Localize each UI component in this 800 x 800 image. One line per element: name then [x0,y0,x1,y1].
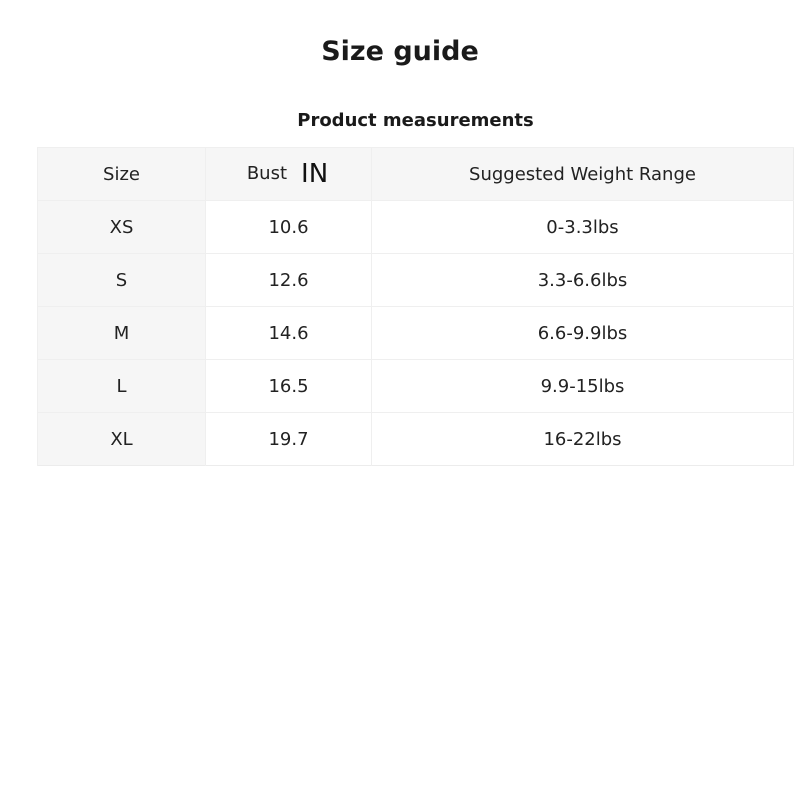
cell-bust: 12.6 [205,253,372,307]
header-bust-label: Bust [246,163,288,184]
table-header-row: Size Bust IN Suggested Weight Range [37,147,794,201]
table-row: M 14.6 6.6-9.9lbs [37,306,794,360]
cell-size: M [37,306,206,360]
cell-bust: 16.5 [205,359,372,413]
cell-size: L [37,359,206,413]
header-weight: Suggested Weight Range [371,147,794,201]
size-table: Size Bust IN Suggested Weight Range XS 10… [37,147,794,466]
cell-size: S [37,253,206,307]
cell-size: XL [37,412,206,466]
cell-weight: 16-22lbs [371,412,794,466]
cell-bust: 10.6 [205,200,372,254]
header-size: Size [37,147,206,201]
table-row: XL 19.7 16-22lbs [37,412,794,466]
unit-label: IN [301,159,329,189]
table-row: L 16.5 9.9-15lbs [37,359,794,413]
cell-size: XS [37,200,206,254]
cell-weight: 3.3-6.6lbs [371,253,794,307]
cell-weight: 9.9-15lbs [371,359,794,413]
table-row: S 12.6 3.3-6.6lbs [37,253,794,307]
page-title: Size guide [321,36,479,67]
section-subtitle: Product measurements [297,110,534,131]
table-row: XS 10.6 0-3.3lbs [37,200,794,254]
cell-bust: 14.6 [205,306,372,360]
cell-weight: 0-3.3lbs [371,200,794,254]
header-bust: Bust IN [205,147,372,201]
cell-weight: 6.6-9.9lbs [371,306,794,360]
cell-bust: 19.7 [205,412,372,466]
